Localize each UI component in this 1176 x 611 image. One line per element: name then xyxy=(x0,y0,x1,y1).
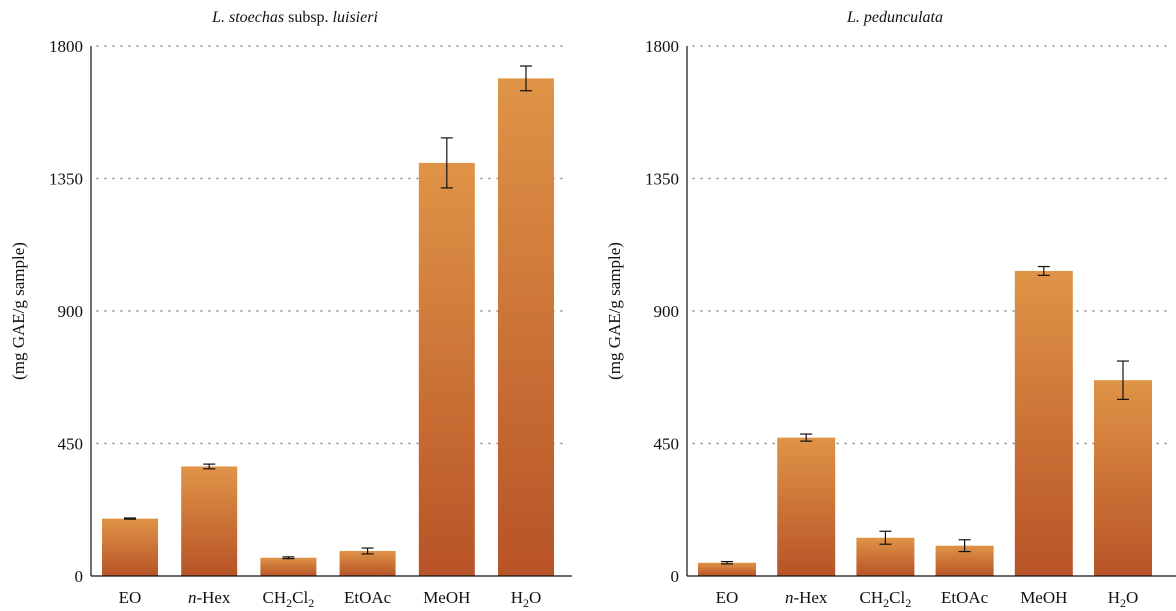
y-tick-label: 0 xyxy=(671,567,680,586)
x-tick-label: n-Hex xyxy=(785,588,828,607)
bar xyxy=(340,551,396,576)
chart-title: L. pedunculata xyxy=(846,9,943,26)
x-tick-label: EtOAc xyxy=(344,588,392,607)
bar xyxy=(498,78,554,576)
x-tick-label: CH2Cl2 xyxy=(263,588,315,610)
bar xyxy=(777,438,835,576)
y-tick-label: 1800 xyxy=(49,37,83,56)
y-tick-label: 900 xyxy=(58,302,84,321)
bar xyxy=(102,519,158,576)
y-tick-label: 450 xyxy=(654,435,680,454)
y-tick-label: 900 xyxy=(654,302,680,321)
x-tick-label: CH2Cl2 xyxy=(860,588,912,610)
chart-title: L. stoechas subsp. luisieri xyxy=(211,9,378,26)
chart-panel-left: L. stoechas subsp. luisieri (mg GAE/g sam… xyxy=(9,9,572,610)
x-tick-label: EO xyxy=(119,588,142,607)
chart-panel-right: L. pedunculata (mg GAE/g sample) 0 450 900 13… xyxy=(605,9,1176,610)
x-tick-label: H2O xyxy=(1108,588,1139,610)
bar xyxy=(698,563,756,576)
y-tick-label: 450 xyxy=(58,435,84,454)
x-tick-label: n-Hex xyxy=(188,588,231,607)
y-tick-label: 1800 xyxy=(645,37,679,56)
bar xyxy=(419,163,475,576)
bar xyxy=(1094,380,1152,576)
y-axis-label: (mg GAE/g sample) xyxy=(9,242,28,380)
x-tick-label: EO xyxy=(716,588,739,607)
x-tick-label: MeOH xyxy=(423,588,470,607)
y-tick-label: 1350 xyxy=(645,170,679,189)
y-axis-label: (mg GAE/g sample) xyxy=(605,242,624,380)
x-tick-label: EtOAc xyxy=(941,588,989,607)
error-bar xyxy=(124,518,136,519)
bar xyxy=(260,558,316,576)
y-tick-label: 1350 xyxy=(49,170,83,189)
x-tick-label: H2O xyxy=(511,588,542,610)
y-tick-label: 0 xyxy=(75,567,84,586)
x-tick-label: MeOH xyxy=(1020,588,1067,607)
bar xyxy=(181,466,237,576)
bar xyxy=(1015,271,1073,576)
